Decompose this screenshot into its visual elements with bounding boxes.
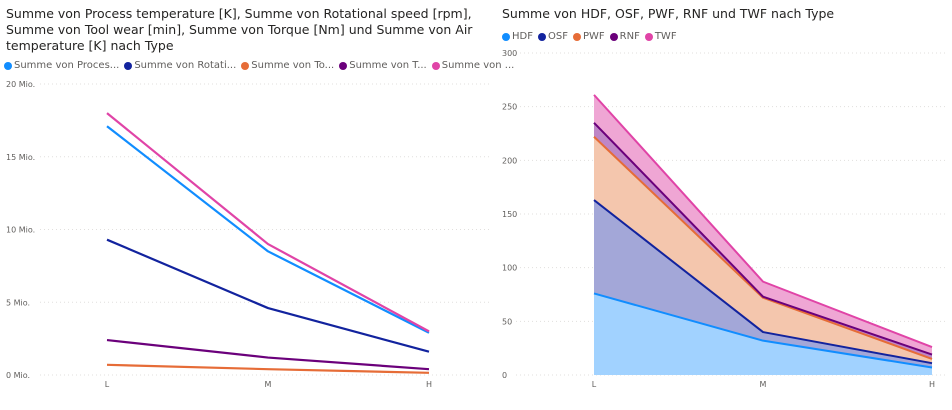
series-line-4[interactable]: [106, 338, 430, 371]
legend-marker: [431, 61, 440, 70]
series-line-1[interactable]: [106, 125, 430, 334]
legend-marker: [241, 61, 250, 70]
line-chart-panel[interactable]: Summe von Process temperature [K], Summe…: [0, 0, 514, 410]
y-tick-label: 15 Mio.: [6, 153, 35, 162]
y-tick-label: 10 Mio.: [6, 226, 35, 235]
area-chart-legend[interactable]: HDF OSF PWF RNF TWF: [502, 31, 682, 42]
legend-label: Summe von ...: [441, 60, 515, 71]
legend-label: Summe von To...: [251, 60, 335, 71]
legend-item-5[interactable]: Summe von ...: [431, 60, 515, 71]
line-chart-title: Summe von Process temperature [K], Summe…: [6, 6, 473, 53]
legend-marker: [502, 32, 510, 41]
x-tick-label: L: [592, 380, 597, 389]
x-tick-label: H: [426, 380, 432, 389]
area-chart-plot: 0 50 100 150 200 250 300 L M H: [502, 49, 946, 389]
legend-item-hdf[interactable]: HDF: [502, 31, 533, 42]
y-tick-label: 50: [502, 317, 512, 326]
legend-label: TWF: [654, 31, 677, 42]
area-line-rnf[interactable]: [593, 122, 933, 356]
legend-item-4[interactable]: Summe von T...: [339, 60, 427, 71]
legend-marker: [124, 61, 133, 70]
legend-item-1[interactable]: Summe von Proces...: [4, 60, 119, 71]
area-pwf[interactable]: [594, 136, 932, 364]
area-line-hdf[interactable]: [593, 292, 933, 369]
legend-item-2[interactable]: Summe von Rotati...: [124, 60, 236, 71]
x-tick-label: H: [929, 380, 935, 389]
legend-marker: [339, 61, 348, 70]
x-tick-label: L: [105, 380, 110, 389]
legend-label: Summe von Proces...: [14, 60, 120, 71]
area-chart-title: Summe von HDF, OSF, PWF, RNF und TWF nac…: [502, 6, 835, 21]
legend-marker: [4, 61, 12, 70]
legend-label: PWF: [582, 31, 605, 42]
legend-marker: [644, 32, 653, 41]
legend-label: Summe von Rotati...: [134, 60, 237, 71]
area-line-pwf[interactable]: [593, 135, 933, 360]
legend-item-osf[interactable]: OSF: [537, 31, 568, 42]
y-tick-label: 20 Mio.: [6, 80, 35, 89]
y-tick-label: 250: [502, 103, 517, 112]
series-line-3[interactable]: [106, 363, 430, 374]
legend-item-twf[interactable]: TWF: [644, 31, 677, 42]
legend-item-rnf[interactable]: RNF: [609, 31, 640, 42]
y-tick-label: 100: [502, 264, 517, 273]
legend-label: RNF: [619, 31, 640, 42]
y-tick-label: 0: [502, 371, 507, 380]
gridlines: [40, 83, 490, 376]
legend-marker: [609, 32, 618, 41]
legend-marker: [537, 32, 546, 41]
x-tick-label: M: [265, 380, 272, 389]
y-tick-label: 0 Mio.: [6, 371, 30, 380]
series-line-2[interactable]: [106, 238, 430, 353]
area-chart-panel[interactable]: Summe von HDF, OSF, PWF, RNF und TWF nac…: [496, 0, 952, 410]
area-osf[interactable]: [594, 200, 932, 368]
area-line-twf[interactable]: [593, 94, 933, 349]
legend-marker: [572, 32, 581, 41]
x-tick-label: M: [760, 380, 767, 389]
legend-label: HDF: [512, 31, 533, 42]
y-tick-label: 200: [502, 156, 517, 165]
line-chart-legend[interactable]: Summe von Proces... Summe von Rotati... Su…: [4, 60, 519, 71]
series-line-5[interactable]: [106, 112, 430, 333]
area-line-osf[interactable]: [593, 199, 933, 365]
legend-label: Summe von T...: [349, 60, 427, 71]
legend-item-3[interactable]: Summe von To...: [241, 60, 334, 71]
legend-item-pwf[interactable]: PWF: [572, 31, 605, 42]
y-tick-label: 150: [502, 210, 517, 219]
legend-label: OSF: [547, 31, 568, 42]
line-chart-plot: 0 Mio. 5 Mio. 10 Mio. 15 Mio. 20 Mio. L M H: [6, 80, 490, 389]
y-tick-label: 5 Mio.: [6, 298, 30, 307]
y-tick-label: 300: [502, 49, 517, 58]
